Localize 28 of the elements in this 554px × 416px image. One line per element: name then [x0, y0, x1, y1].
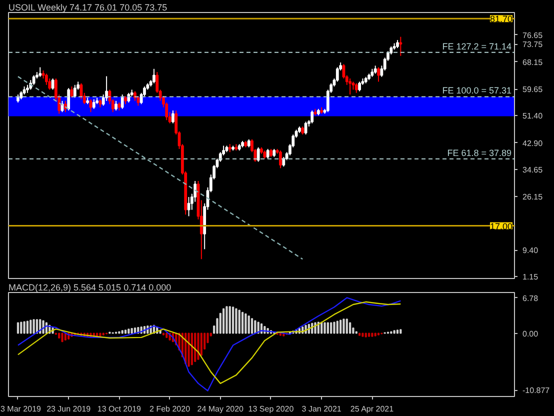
- y-tick-label: 51.40: [522, 112, 544, 121]
- ref-line-label: 17.00: [490, 221, 513, 232]
- x-tick-label: 13 Oct 2019: [97, 404, 142, 414]
- y-tick-label: 34.65: [522, 165, 544, 174]
- y-tick-label: 68.15: [522, 58, 544, 67]
- ref-line-label: 81.70: [490, 14, 513, 24]
- y-tick-label: 6.78: [522, 294, 539, 303]
- chart-title: USOIL Weekly 74.17 76.01 70.05 73.75: [8, 2, 168, 12]
- x-tick-label: 3 Mar 2019: [0, 404, 42, 414]
- ref-line-label: FE 61.8 = 37.89: [447, 148, 512, 158]
- x-tick-label: 23 Jun 2019: [46, 404, 92, 414]
- y-tick-label: 42.90: [522, 138, 544, 148]
- y-tick-label: 73.75: [522, 40, 544, 50]
- x-tick-label: 2 Feb 2020: [150, 404, 191, 414]
- chart-title: MACD(12,26,9) 5.564 5.015 0.714 0.000: [8, 282, 172, 292]
- y-tick-label: 0.00: [522, 329, 539, 338]
- y-tick-label: -10.877: [522, 386, 550, 396]
- x-tick-label: 24 May 2020: [197, 404, 244, 414]
- y-tick-label: 76.65: [522, 30, 544, 40]
- y-tick-label: 59.65: [522, 85, 544, 94]
- x-tick-label: 3 Jan 2021: [302, 404, 342, 414]
- y-tick-label: 1.15: [522, 272, 539, 282]
- ref-line-label: FE 100.0 = 57.31: [442, 86, 512, 96]
- x-tick-label: 25 Apr 2021: [350, 404, 394, 414]
- ref-line-label: FE 127.2 = 71.14: [442, 41, 512, 52]
- x-tick-label: 13 Sep 2020: [248, 404, 294, 414]
- y-tick-label: 26.15: [522, 192, 544, 202]
- y-tick-label: 9.40: [522, 246, 539, 256]
